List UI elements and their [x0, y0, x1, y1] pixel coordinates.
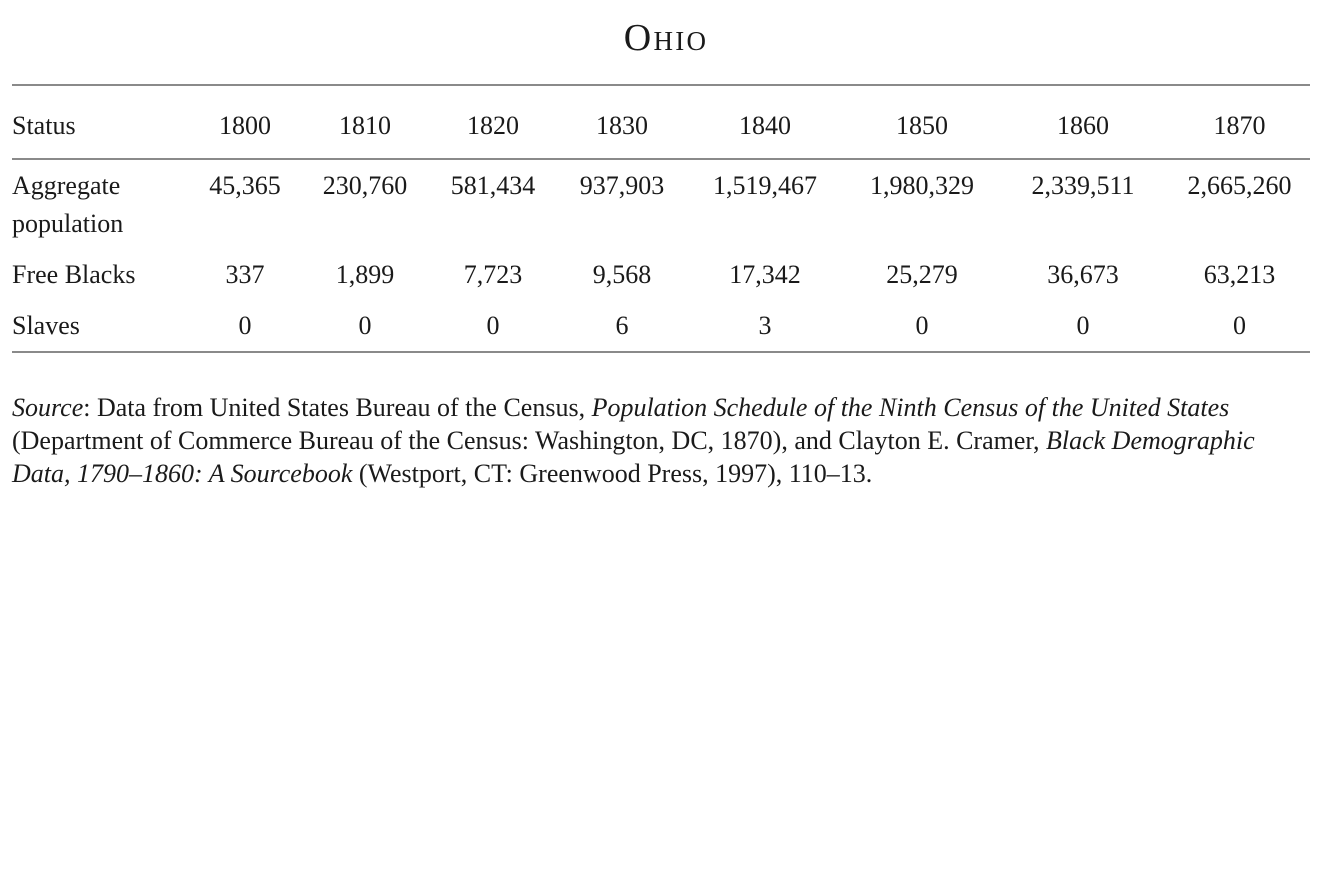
column-header-year: 1830 [561, 86, 683, 160]
cell-value: 17,342 [729, 260, 801, 289]
cell-value: 7,723 [463, 260, 523, 289]
cell-value: 1,899 [335, 260, 395, 289]
cell-value: 937,903 [579, 171, 665, 200]
column-header-year: 1820 [425, 86, 561, 160]
cell-value: 337 [225, 260, 265, 289]
table-body: Aggregate population 45,365 230,760 581,434… [12, 159, 1310, 351]
row-label: Aggregate population [12, 171, 124, 238]
cell-value: 3 [758, 311, 772, 340]
cell-value: 6 [615, 311, 629, 340]
cell-value: 1,519,467 [713, 171, 817, 200]
census-table-container: Status 1800 1810 1820 1830 1840 1850 1860 1870 A… [12, 84, 1310, 353]
cell-value: 581,434 [450, 171, 536, 200]
cell-value: 0 [238, 311, 252, 340]
source-note-italic-segment: Black Demographic Data, 1790–1860: A Sou… [12, 426, 1255, 488]
cell-value: 63,213 [1203, 260, 1276, 289]
column-header-year: 1870 [1169, 86, 1310, 160]
row-label: Free Blacks [12, 260, 136, 289]
cell-value: 230,760 [322, 171, 408, 200]
column-header-year: 1810 [305, 86, 425, 160]
page-title: Ohio [623, 17, 709, 59]
table-row: Free Blacks 337 1,899 7,723 9,568 17,342 25,27… [12, 249, 1310, 300]
cell-value: 0 [1233, 311, 1246, 340]
cell-value: 0 [358, 311, 372, 340]
column-header-year: 1840 [683, 86, 847, 160]
cell-value: 2,339,511 [1031, 171, 1135, 200]
cell-value: 1,980,329 [870, 171, 974, 200]
source-note-segment: (Department of Commerce Bureau of the Ce… [12, 426, 1046, 455]
source-note-italic-segment: Source [12, 393, 84, 422]
cell-value: 2,665,260 [1187, 171, 1292, 200]
table-header-row: Status 1800 1810 1820 1830 1840 1850 1860 1870 [12, 86, 1310, 160]
row-label: Slaves [12, 311, 80, 340]
cell-value: 45,365 [209, 171, 281, 200]
census-table: Status 1800 1810 1820 1830 1840 1850 1860 1870 A… [12, 86, 1310, 351]
source-note: Source: Data from United States Bureau o… [12, 391, 1318, 490]
cell-value: 25,279 [886, 260, 958, 289]
cell-value: 0 [486, 311, 500, 340]
column-header-year: 1850 [847, 86, 997, 160]
table-row: Slaves 0 0 0 6 3 0 0 0 [12, 300, 1310, 351]
source-note-segment: : Data from United States Bureau of the … [83, 393, 592, 422]
source-note-italic-segment: Population Schedule of the Ninth Census … [591, 393, 1230, 422]
cell-value: 0 [915, 311, 929, 340]
cell-value: 0 [1076, 311, 1090, 340]
column-header-year: 1800 [185, 86, 305, 160]
source-note-segment: (Westport, CT: Greenwood Press, 1997), 1… [352, 459, 873, 488]
cell-value: 9,568 [592, 260, 652, 289]
column-header-year: 1860 [997, 86, 1169, 160]
table-row: Aggregate population 45,365 230,760 581,434… [12, 159, 1310, 249]
cell-value: 36,673 [1047, 260, 1119, 289]
column-header-status: Status [12, 86, 185, 160]
